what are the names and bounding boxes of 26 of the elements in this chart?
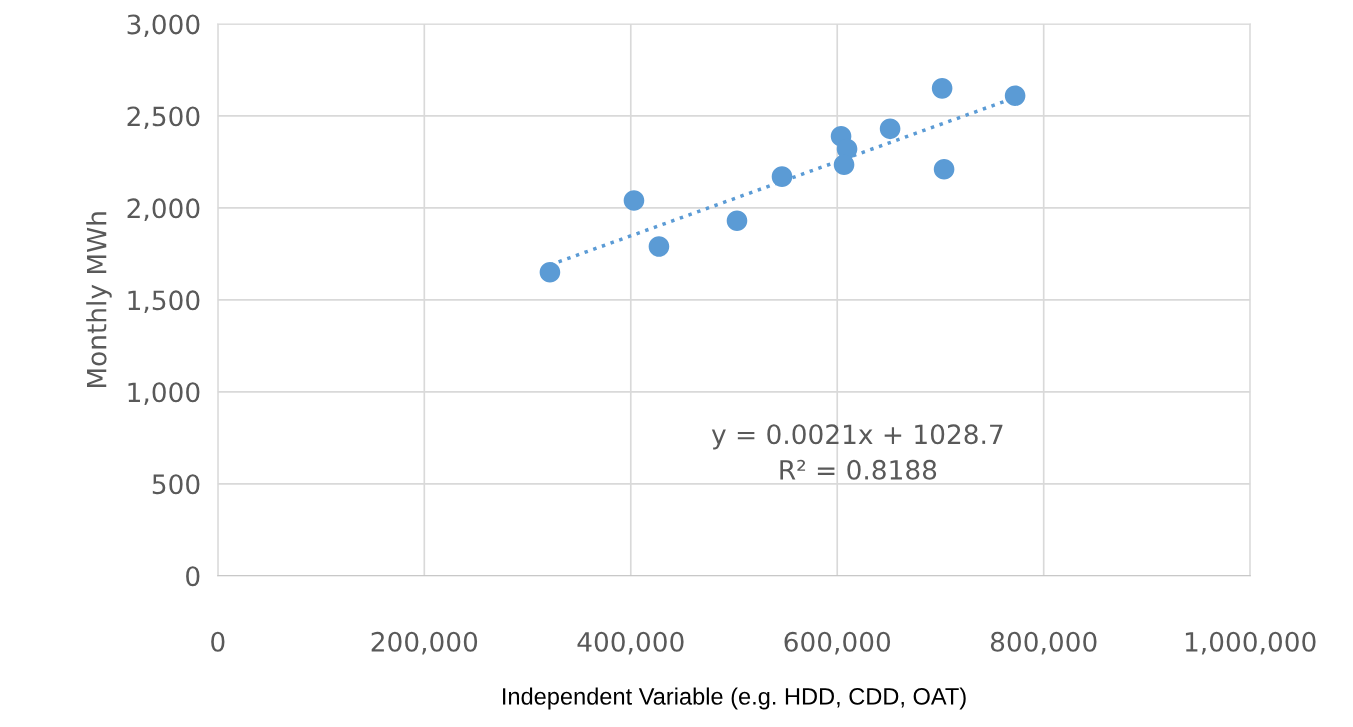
x-tick-label: 200,000: [371, 631, 478, 655]
y-tick-label: 1,500: [128, 290, 200, 313]
x-tick-label: 1,000,000: [1185, 631, 1316, 655]
point: [879, 118, 901, 140]
point: [1004, 85, 1026, 107]
x-tick-label: 600,000: [784, 631, 891, 655]
x-axis-title: Independent Variable (e.g. HDD, CDD, OAT): [503, 687, 966, 710]
point: [933, 159, 955, 180]
point: [539, 262, 561, 283]
point: [726, 210, 748, 232]
point: [648, 236, 670, 257]
point: [771, 166, 793, 187]
annotation: y = 0.0021x + 1028.7 R² = 0.8188: [711, 424, 1003, 480]
y-tick-label: 2,500: [127, 106, 200, 130]
y-axis-title: Monthly MWh: [86, 212, 112, 388]
point: [931, 78, 953, 99]
y-tick-label: 1,000: [128, 382, 200, 405]
y-tick-label: 2,000: [127, 198, 200, 222]
x-tick-label: 0: [211, 631, 225, 652]
y-tick-label: 0: [186, 566, 200, 587]
x-tick-label: 400,000: [577, 631, 684, 655]
y-tick-label: 500: [152, 474, 200, 495]
point: [833, 154, 855, 175]
x-tick-label: 800,000: [990, 631, 1097, 655]
point: [623, 190, 645, 211]
y-tick-label: 3,000: [127, 14, 200, 38]
